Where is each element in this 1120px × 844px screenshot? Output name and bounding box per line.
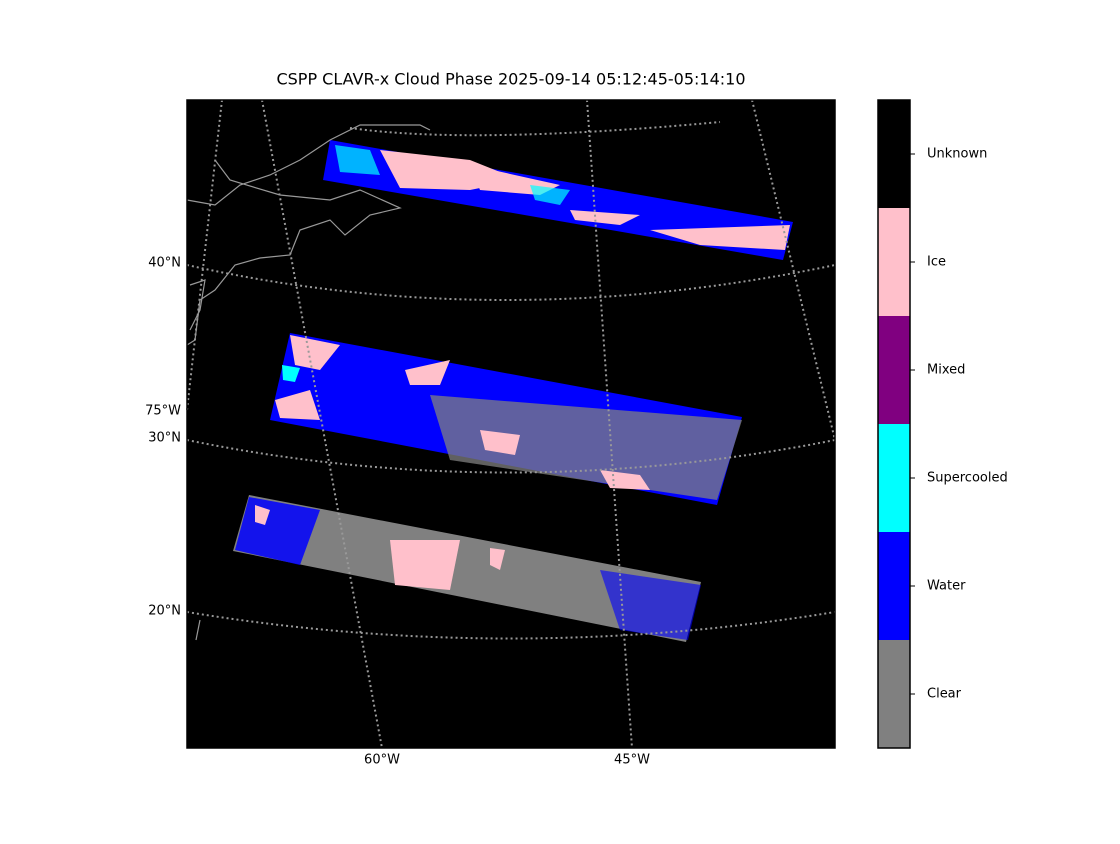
clear-area — [430, 395, 742, 500]
ice-area — [490, 548, 505, 570]
lon-label: 45°W — [614, 753, 650, 768]
map-border — [186, 99, 836, 749]
colorbar: Unknown Ice Mixed Supercooled Water Clear — [877, 99, 1008, 749]
water-area — [600, 570, 701, 640]
graticule — [751, 99, 836, 441]
ice-area — [650, 225, 790, 250]
colorbar-swatch — [878, 424, 910, 532]
ice-area — [405, 360, 450, 385]
colorbar-swatch — [878, 316, 910, 424]
colorbar-label: Water — [927, 579, 966, 594]
colorbar-swatch — [878, 532, 910, 640]
swath — [233, 495, 701, 642]
ice-area — [390, 540, 460, 590]
supercooled-area — [282, 365, 300, 382]
supercooled-area — [335, 145, 380, 175]
lon-label: 60°W — [364, 753, 400, 768]
ice-area — [480, 430, 520, 455]
ice-area — [255, 505, 270, 525]
colorbar-label: Mixed — [927, 363, 965, 378]
colorbar-swatch — [878, 208, 910, 316]
map: 40°N 30°N 20°N 60°W 45°W 75°W — [145, 99, 836, 768]
colorbar-label: Unknown — [927, 147, 987, 162]
graticule — [186, 264, 836, 301]
colorbar-swatch — [878, 100, 910, 208]
graticule — [186, 439, 836, 474]
colorbar-label: Clear — [927, 687, 962, 702]
ice-area — [290, 335, 340, 370]
ice-area — [275, 390, 320, 420]
coastline — [186, 124, 431, 641]
colorbar-label: Ice — [927, 255, 946, 270]
graticule — [349, 121, 721, 137]
map-title: CSPP CLAVR-x Cloud Phase 2025-09-14 05:1… — [276, 70, 745, 89]
colorbar-label: Supercooled — [927, 471, 1008, 486]
graticule — [186, 99, 223, 411]
colorbar-border — [877, 99, 911, 749]
lat-label: 30°N — [148, 431, 181, 446]
lat-label: 40°N — [148, 256, 181, 271]
graticule — [586, 99, 633, 749]
supercooled-area — [530, 185, 570, 205]
lat-label: 20°N — [148, 604, 181, 619]
colorbar-swatch — [878, 640, 910, 748]
ice-area — [570, 210, 640, 225]
lon-label: 75°W — [145, 404, 181, 419]
